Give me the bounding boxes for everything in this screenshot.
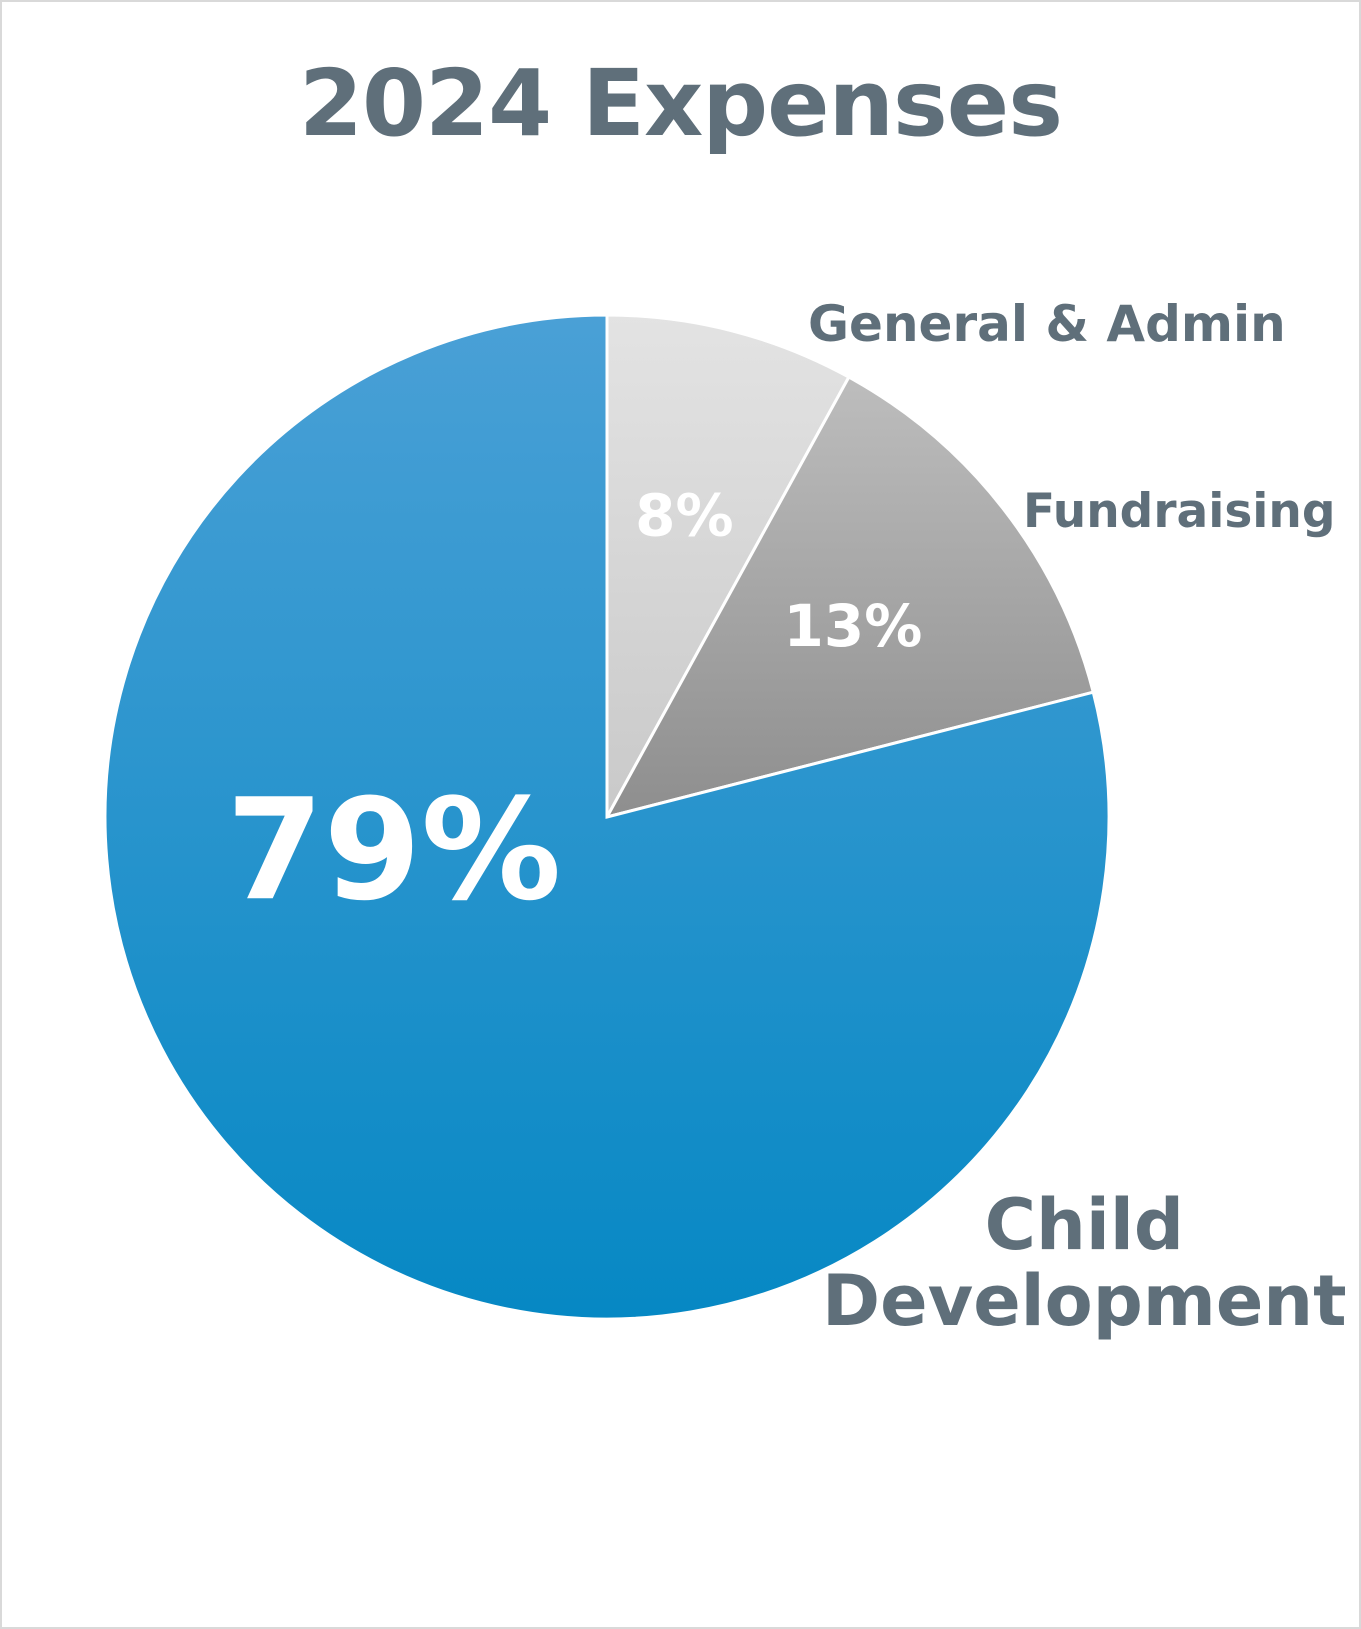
category-label-fundraising: Fundraising	[1023, 484, 1336, 539]
value-label-child-development: 79%	[226, 769, 561, 932]
pie-slices	[103, 313, 1111, 1321]
category-label-child-line1: Child	[984, 1184, 1184, 1266]
pie-slice-fundraising	[604, 375, 1096, 820]
pie-slice-general-admin	[605, 313, 851, 818]
value-label-general-admin: 8%	[635, 482, 733, 550]
pie-value-labels: 8% 13% 79%	[226, 482, 922, 933]
chart-title: 2024 Expenses	[299, 50, 1063, 157]
category-label-child-development: Child Development	[822, 1184, 1347, 1342]
category-label-child-line2: Development	[822, 1259, 1347, 1342]
value-label-fundraising: 13%	[783, 592, 922, 660]
pie-slice-child-development	[103, 313, 1111, 1321]
category-label-general-admin: General & Admin	[808, 295, 1286, 353]
